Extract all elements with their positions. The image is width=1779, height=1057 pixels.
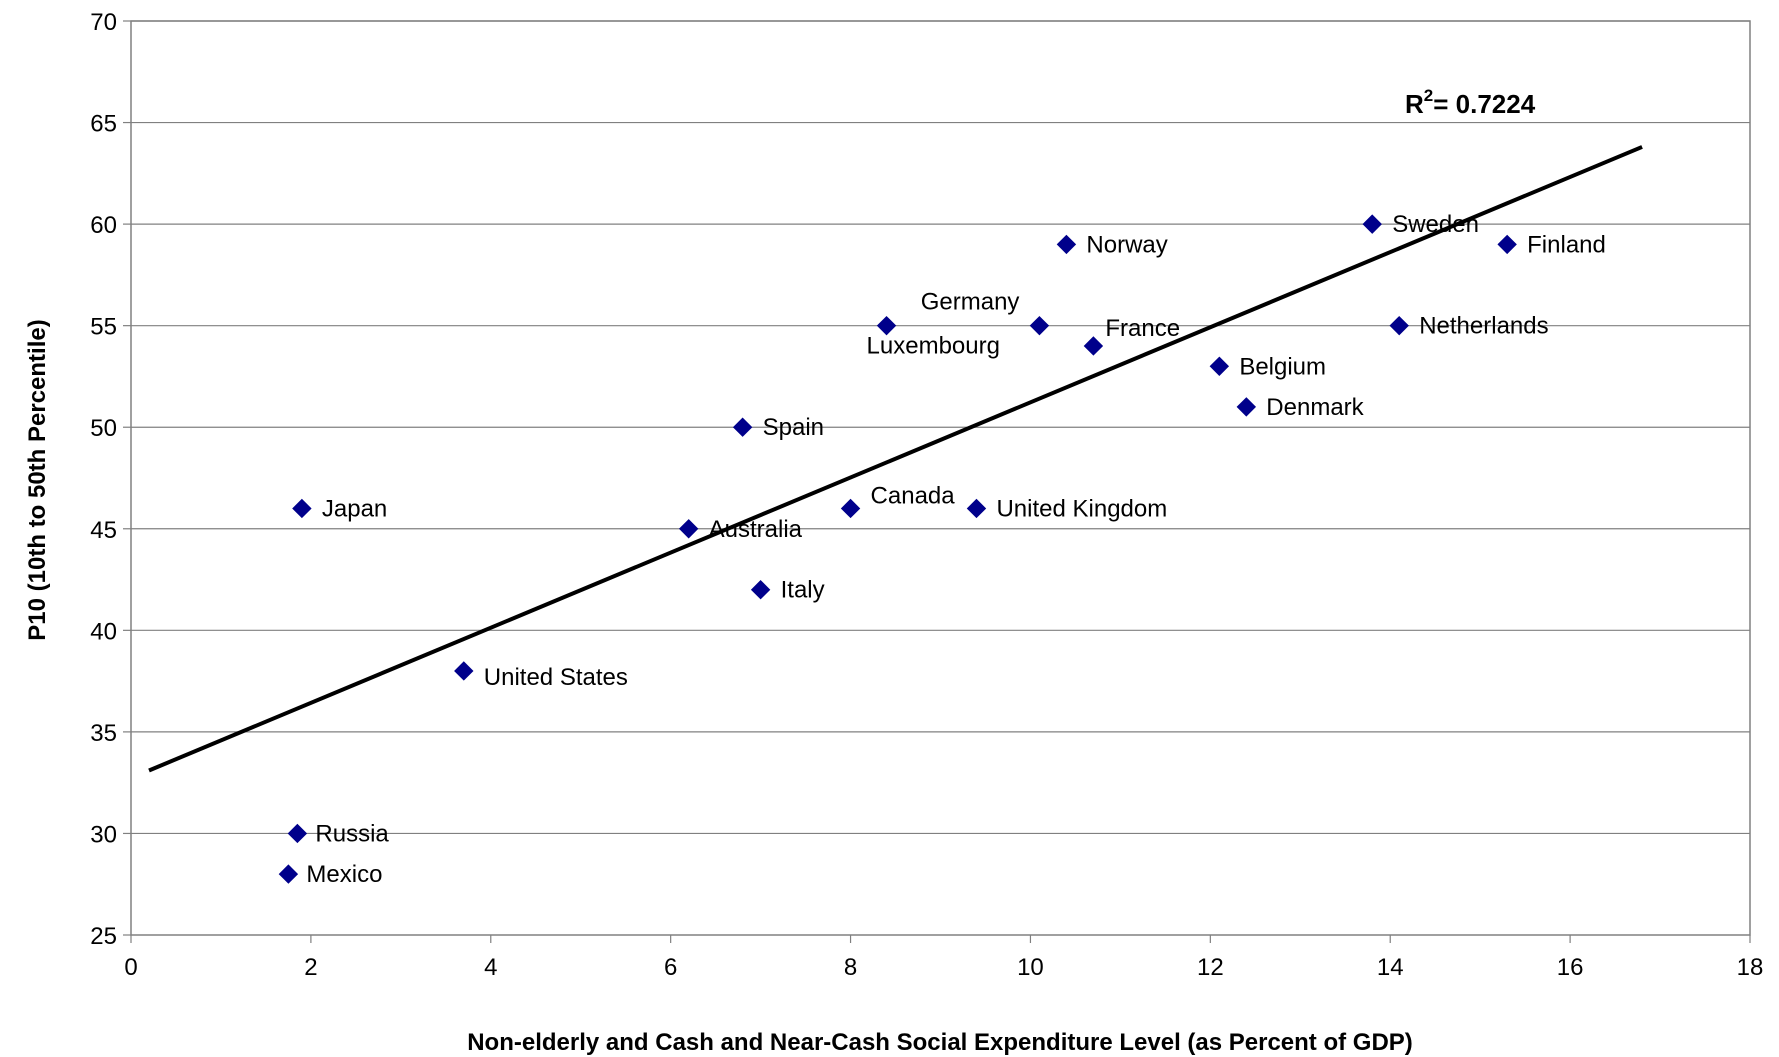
point-label: Mexico: [306, 861, 382, 888]
point-label: United States: [484, 664, 628, 691]
x-axis-title: Non-elderly and Cash and Near-Cash Socia…: [467, 1029, 1413, 1056]
data-point-marker: [750, 580, 771, 600]
data-point-marker: [1056, 234, 1077, 255]
data-point-marker: [1497, 234, 1517, 255]
point-label: Italy: [781, 577, 825, 604]
x-tick-label: 8: [844, 954, 857, 981]
data-point-marker: [732, 417, 753, 437]
x-tick-label: 2: [304, 954, 317, 981]
data-point-marker: [287, 823, 308, 844]
point-label: Japan: [322, 495, 387, 522]
plot-area-border: [130, 20, 1751, 936]
point-label: Spain: [763, 414, 824, 441]
y-axis-title: P10 (10th to 50th Percentile): [24, 319, 51, 640]
x-tick-label: 12: [1197, 954, 1224, 981]
point-label: United Kingdom: [996, 495, 1167, 522]
data-point-marker: [1236, 397, 1257, 417]
data-point-marker: [278, 864, 299, 884]
x-tick-label: 16: [1557, 954, 1584, 981]
point-label: Russia: [315, 820, 389, 847]
y-tick-label: 60: [90, 212, 117, 239]
trendline: [148, 145, 1643, 773]
point-label: Luxembourg: [867, 333, 1000, 360]
r-squared-value: = 0.7224: [1433, 89, 1535, 119]
data-point-marker: [1209, 356, 1230, 376]
y-tick-label: 40: [90, 618, 117, 645]
point-label: Denmark: [1266, 394, 1364, 421]
x-tick-label: 18: [1737, 954, 1764, 981]
data-point-marker: [1362, 214, 1382, 234]
y-tick-label: 70: [90, 9, 117, 36]
x-tick-label: 4: [484, 954, 497, 981]
point-label: Finland: [1527, 231, 1606, 258]
y-tick-label: 55: [90, 314, 117, 341]
data-point-marker: [454, 661, 474, 681]
tick-labels: 25 30 35 40 45 50 55 60 65 70 0 2 4 6 8 10 12 14 16 18: [90, 9, 1763, 981]
data-point-marker: [966, 498, 987, 519]
r-squared-label: R2= 0.7224: [1405, 86, 1536, 119]
y-tick-label: 50: [90, 415, 117, 442]
y-tick-label: 30: [90, 821, 117, 848]
x-tick-label: 6: [664, 954, 677, 981]
gridlines: [131, 20, 1750, 835]
y-tick-label: 35: [90, 720, 117, 747]
y-tick-label: 65: [90, 111, 117, 138]
x-tick-label: 10: [1017, 954, 1044, 981]
point-label: Netherlands: [1419, 313, 1548, 340]
point-label: Australia: [709, 516, 803, 543]
point-label: Sweden: [1392, 211, 1479, 238]
point-label: Belgium: [1239, 353, 1326, 380]
axes: [123, 20, 1751, 943]
point-label: Germany: [921, 289, 1020, 316]
data-point-marker: [876, 315, 897, 336]
point-label: Norway: [1086, 231, 1167, 258]
x-tick-label: 14: [1377, 954, 1404, 981]
y-tick-label: 45: [90, 517, 117, 544]
point-labels: Japan Russia Mexico United States Australia S…: [306, 211, 1605, 888]
data-point-marker: [292, 498, 312, 519]
data-point-marker: [678, 519, 699, 539]
trendline-group: [148, 145, 1643, 773]
data-point-marker: [1029, 315, 1050, 336]
x-tick-label: 0: [124, 954, 137, 981]
point-label: France: [1105, 315, 1180, 342]
data-point-marker: [1083, 336, 1104, 356]
y-tick-label: 25: [90, 923, 117, 950]
data-points: [278, 214, 1517, 884]
data-point-marker: [840, 498, 861, 519]
data-point-marker: [1389, 315, 1409, 336]
point-label: Canada: [871, 482, 956, 509]
